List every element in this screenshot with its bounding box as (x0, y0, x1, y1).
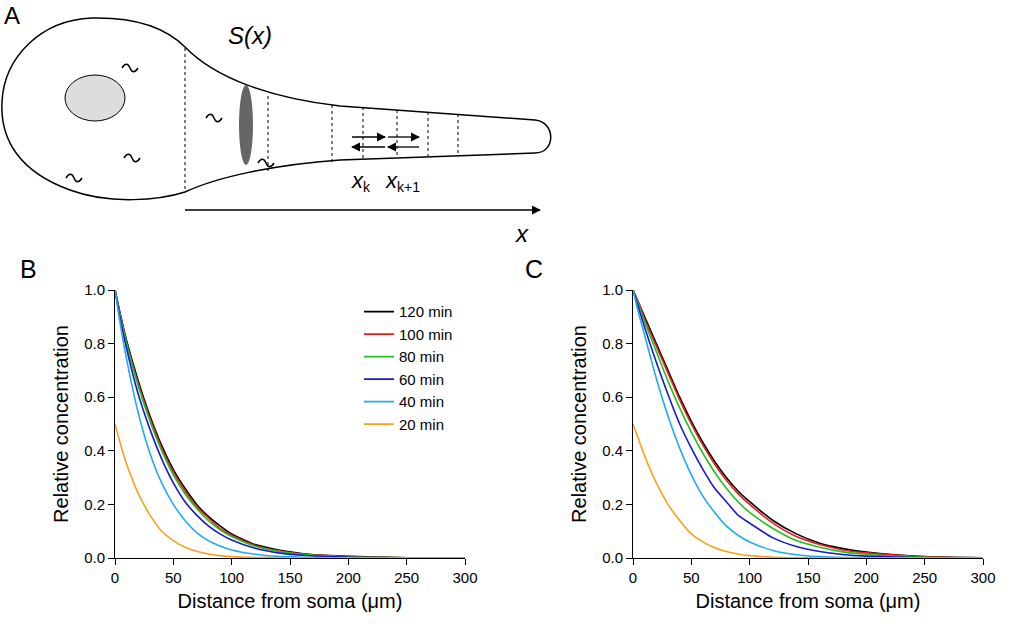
svg-text:A: A (4, 2, 20, 29)
svg-text:0.0: 0.0 (602, 549, 623, 566)
svg-text:0.0: 0.0 (84, 549, 105, 566)
svg-text:1.0: 1.0 (602, 281, 623, 298)
svg-text:60 min: 60 min (399, 371, 444, 388)
svg-text:250: 250 (394, 569, 419, 586)
svg-text:Relative concentration: Relative concentration (50, 325, 72, 523)
svg-text:0.6: 0.6 (84, 388, 105, 405)
svg-text:120 min: 120 min (399, 303, 452, 320)
svg-text:0: 0 (629, 569, 637, 586)
svg-text:C: C (525, 255, 543, 283)
svg-text:20 min: 20 min (399, 416, 444, 433)
svg-text:150: 150 (795, 569, 820, 586)
svg-text:80 min: 80 min (399, 348, 444, 365)
svg-text:B: B (20, 255, 37, 283)
svg-text:Distance from soma (μm): Distance from soma (μm) (696, 590, 921, 612)
svg-text:0.4: 0.4 (84, 442, 105, 459)
svg-text:50: 50 (165, 569, 182, 586)
svg-text:0.8: 0.8 (602, 335, 623, 352)
svg-text:0: 0 (111, 569, 119, 586)
svg-text:100: 100 (737, 569, 762, 586)
svg-text:200: 200 (336, 569, 361, 586)
svg-text:200: 200 (854, 569, 879, 586)
svg-text:300: 300 (452, 569, 477, 586)
svg-text:250: 250 (912, 569, 937, 586)
svg-text:xk: xk (351, 168, 371, 195)
svg-text:100 min: 100 min (399, 326, 452, 343)
svg-text:Distance from soma (μm): Distance from soma (μm) (178, 590, 403, 612)
svg-text:0.4: 0.4 (602, 442, 623, 459)
svg-text:0.6: 0.6 (602, 388, 623, 405)
svg-text:0.2: 0.2 (602, 496, 623, 513)
svg-text:150: 150 (277, 569, 302, 586)
svg-text:S(x): S(x) (228, 22, 272, 49)
svg-text:xk+1: xk+1 (385, 168, 420, 195)
svg-text:x: x (515, 220, 529, 247)
svg-text:300: 300 (970, 569, 995, 586)
svg-text:40 min: 40 min (399, 393, 444, 410)
svg-text:0.2: 0.2 (84, 496, 105, 513)
svg-text:50: 50 (683, 569, 700, 586)
svg-text:0.8: 0.8 (84, 335, 105, 352)
svg-text:100: 100 (219, 569, 244, 586)
svg-text:Relative concentration: Relative concentration (568, 325, 590, 523)
svg-text:1.0: 1.0 (84, 281, 105, 298)
